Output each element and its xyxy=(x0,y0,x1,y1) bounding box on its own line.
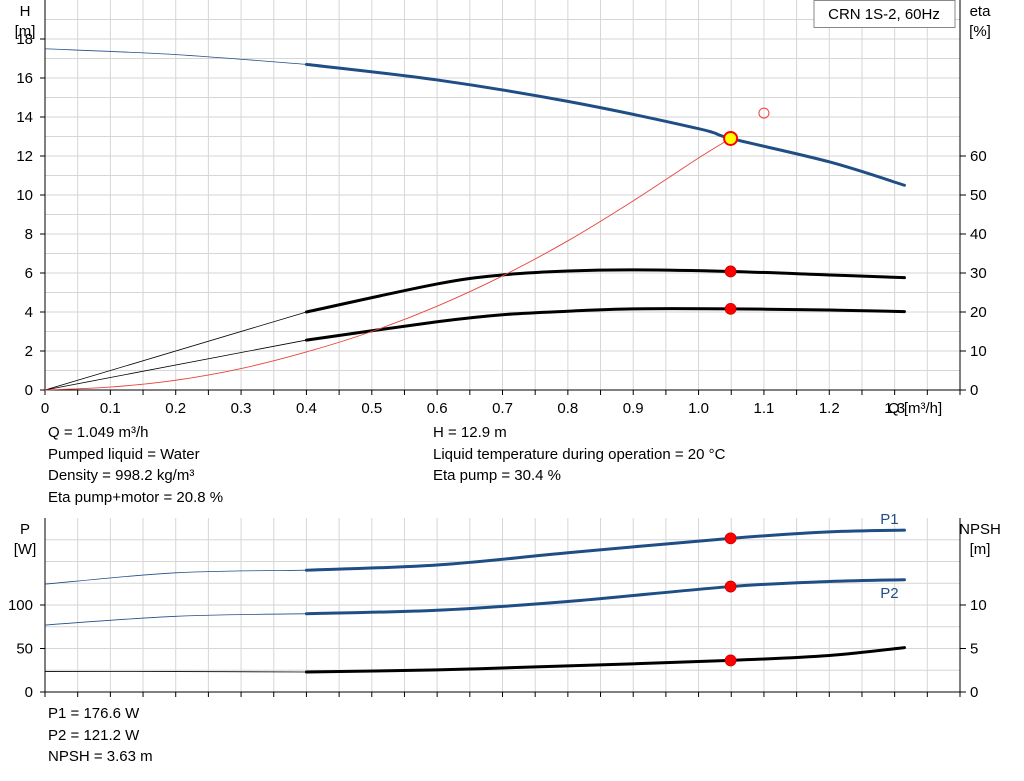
chart2-series-label-p2: P2 xyxy=(880,585,898,602)
chart1-title-box xyxy=(813,0,956,28)
chart1-hollow-marker xyxy=(758,107,770,119)
chart1-x-tick-label: 1.1 xyxy=(753,400,774,417)
chart2-y-label-left-unit: [W] xyxy=(14,541,37,558)
chart1-y-tick-label-left: 16 xyxy=(16,70,33,87)
chart1-x-tick-label: 1.3 xyxy=(884,400,905,417)
chart1-title: CRN 1S-2, 60Hz xyxy=(828,6,940,23)
chart1-series-line-2 xyxy=(304,268,906,314)
chart1-y-tick-label-left: 4 xyxy=(25,304,33,321)
chart1-x-tick-label: 0.2 xyxy=(165,400,186,417)
chart1-series-line-1 xyxy=(304,62,906,187)
chart1-y-tick-label-left: 18 xyxy=(16,31,33,48)
chart1-series-line-3 xyxy=(304,307,906,342)
chart1-y-tick-label-right: 40 xyxy=(970,226,987,243)
chart1-series-line-4 xyxy=(44,138,731,391)
chart1-y-tick-label-left: 6 xyxy=(25,265,33,282)
npsh-value: NPSH = 3.63 m xyxy=(48,748,153,765)
head-value: H = 12.9 m xyxy=(433,424,507,441)
chart1-x-tick-label: 0 xyxy=(41,400,49,417)
chart1-y-label-left-unit: [m] xyxy=(15,23,36,40)
chart1-x-tick-label: 0.7 xyxy=(492,400,513,417)
eta-pump-motor-value: Eta pump+motor = 20.8 % xyxy=(48,488,224,506)
chart1-x-tick-label: 0.8 xyxy=(557,400,578,417)
chart2-y-label-right-unit: [m] xyxy=(970,541,991,558)
chart1-operating-point-2 xyxy=(724,302,737,315)
chart1-series-line-3-thin xyxy=(44,339,307,391)
chart1-duty-point xyxy=(723,130,739,146)
chart1-y-tick-label-right: 30 xyxy=(970,265,987,282)
chart1-x-label: Q [m³/h] xyxy=(888,400,942,417)
chart2-series-label-p1: P1 xyxy=(880,511,898,528)
chart1-y-label-left: H xyxy=(20,3,31,20)
chart1-x-tick-label: 1.2 xyxy=(819,400,840,417)
chart1-x-tick-label: 0.9 xyxy=(623,400,644,417)
chart2-operating-point-2 xyxy=(724,580,737,593)
density-value: Density = 998.2 kg/m³ xyxy=(48,467,195,484)
chart1-y-tick-label-left: 2 xyxy=(25,343,33,360)
chart2-series-line-2-thin xyxy=(44,613,307,626)
chart1-y-label-right-unit: [%] xyxy=(969,23,991,40)
chart1-y-tick-label-left: 0 xyxy=(25,382,33,399)
chart1-operating-point-1 xyxy=(724,265,737,278)
chart2-series-line-1 xyxy=(304,528,906,572)
chart1-y-tick-label-right: 50 xyxy=(970,187,987,204)
pumped-liquid-value: Pumped liquid = Water xyxy=(48,445,200,463)
chart1-y-tick-label-right: 60 xyxy=(970,148,987,165)
chart1-y-label-right: eta xyxy=(970,3,992,20)
chart1-x-tick-label: 0.4 xyxy=(296,400,317,417)
chart2-y-tick-label-left: 100 xyxy=(8,597,33,614)
chart1-y-tick-label-right: 0 xyxy=(970,382,978,399)
chart2-y-label-left: P xyxy=(20,521,30,538)
chart1-y-tick-label-right: 20 xyxy=(970,304,987,321)
chart1-x-tick-label: 0.6 xyxy=(427,400,448,417)
chart1-y-tick-label-left: 12 xyxy=(16,148,33,165)
liquid-temperature-value: Liquid temperature during operation = 20… xyxy=(433,445,726,463)
chart1-x-tick-label: 0.3 xyxy=(231,400,252,417)
p2-value: P2 = 121.2 W xyxy=(48,726,140,744)
chart1-series-line-2-thin xyxy=(44,311,307,391)
chart2-series-line-3 xyxy=(304,646,906,674)
chart2-series-line-1-thin xyxy=(44,569,307,585)
chart2-operating-point-3 xyxy=(724,654,737,667)
chart1-x-tick-label: 1.0 xyxy=(688,400,709,417)
chart1-y-tick-label-left: 8 xyxy=(25,226,33,243)
chart1-y-tick-label-left: 10 xyxy=(16,187,33,204)
chart1-x-tick-label: 0.1 xyxy=(100,400,121,417)
chart1-x-tick-label: 0.5 xyxy=(361,400,382,417)
chart2-y-tick-label-left: 0 xyxy=(25,684,33,701)
chart2-y-tick-label-left: 50 xyxy=(16,641,33,658)
eta-pump-value: Eta pump = 30.4 % xyxy=(433,467,561,484)
chart2-y-label-right: NPSH xyxy=(959,521,1001,538)
chart1-y-tick-label-left: 14 xyxy=(16,109,33,126)
chart2-y-tick-label-right: 5 xyxy=(970,641,978,658)
p1-value: P1 = 176.6 W xyxy=(48,705,140,722)
chart1-series-line-1-thin xyxy=(44,48,307,65)
duty-info-left: Q = 1.049 m³/h Pumped liquid = Water Den… xyxy=(48,422,223,508)
power-info: P1 = 176.6 W P2 = 121.2 W NPSH = 3.63 m xyxy=(48,703,153,768)
duty-info-right: H = 12.9 m Liquid temperature during ope… xyxy=(433,422,725,487)
chart2-y-tick-label-right: 10 xyxy=(970,597,987,614)
chart2-series-line-2 xyxy=(304,578,906,616)
flow-value: Q = 1.049 m³/h xyxy=(48,424,149,441)
chart2-y-tick-label-right: 0 xyxy=(970,684,978,701)
chart1-y-tick-label-right: 10 xyxy=(970,343,987,360)
chart2-operating-point-1 xyxy=(724,532,737,545)
